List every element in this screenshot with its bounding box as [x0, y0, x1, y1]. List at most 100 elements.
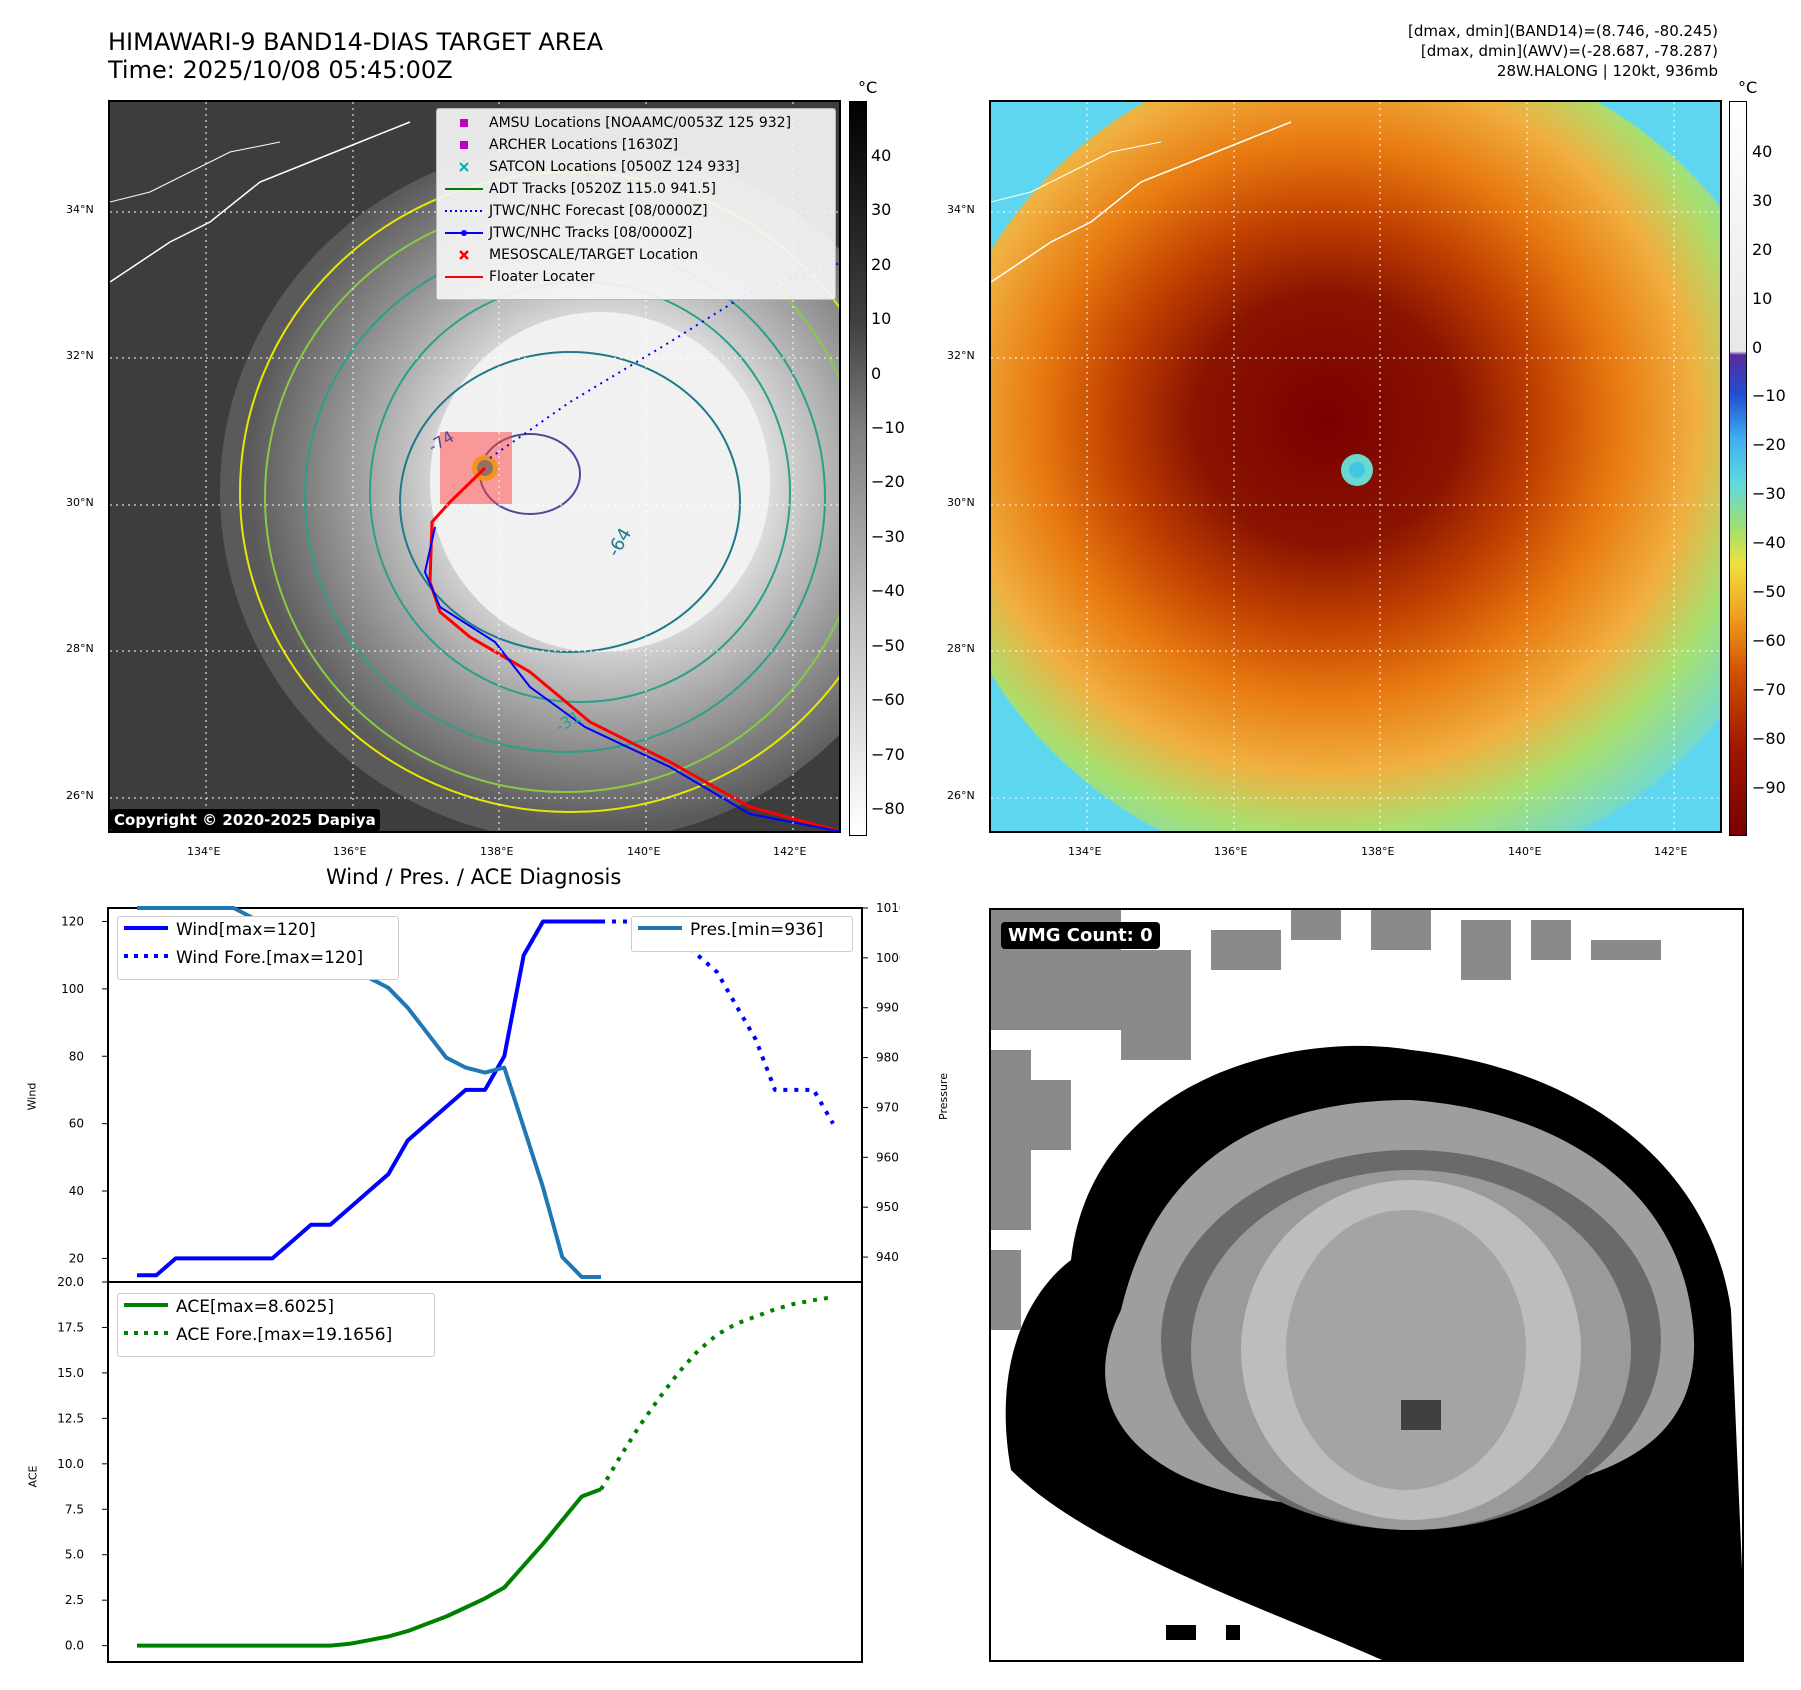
colorbar-tick: −20: [1752, 435, 1786, 454]
colorbar-tick: 10: [871, 309, 892, 328]
colorbar-tick: −30: [871, 527, 905, 546]
wind-tick-label: 40: [69, 1184, 84, 1198]
ace-plot-frame: [107, 1281, 863, 1663]
wind-tick-label: 120: [61, 914, 84, 928]
map-legend: AMSU Locations [NOAAMC/0053Z 125 932] AR…: [436, 108, 836, 300]
colorbar-tick: −10: [871, 418, 905, 437]
colorbar-tick: −30: [1752, 484, 1786, 503]
ace-tick-label: 10.0: [57, 1457, 84, 1471]
colorbar-tick: −80: [871, 799, 905, 818]
lon-label: 136°E: [333, 845, 367, 858]
wind-tick-label: 20: [69, 1251, 84, 1265]
colorbar-tick: 40: [871, 146, 892, 165]
ir-grayscale-map: -64 -31 -74 Copyright © 2020-2025 Dapiya…: [108, 100, 841, 833]
colorbar-tick: −40: [871, 581, 905, 600]
wind-axis-label: Wind: [25, 1082, 39, 1111]
lon-label: 142°E: [1654, 845, 1688, 858]
pressure-tick-label: 960: [876, 1150, 899, 1164]
ace-tick-label: 20.0: [57, 1275, 84, 1289]
wind-series-1: [601, 919, 835, 1125]
colorbar-tick: 0: [871, 364, 882, 383]
lat-label: 28°N: [66, 642, 94, 655]
legend-wind-fore: Wind Fore.[max=120]: [124, 948, 364, 968]
colorbar-tick: 20: [1752, 240, 1773, 259]
copyright-badge: Copyright © 2020-2025 Dapiya: [110, 809, 380, 831]
lon-label: 134°E: [1068, 845, 1102, 858]
colorbar-tick: −50: [1752, 582, 1786, 601]
timestamp: Time: 2025/10/08 05:45:00Z: [108, 56, 453, 84]
ir-color-map: [989, 100, 1722, 833]
legend-pressure: Pres.[min=936]: [638, 920, 824, 940]
legend-wind: Wind[max=120]: [124, 920, 316, 940]
ace-tick-label: 17.5: [57, 1320, 84, 1334]
wind-tick-label: 80: [69, 1049, 84, 1063]
ace-tick-label: 0.0: [65, 1639, 84, 1653]
colorbar-tick: −60: [871, 690, 905, 709]
ace-tick-label: 7.5: [65, 1502, 84, 1516]
colorbar-unit: °C: [1738, 78, 1758, 97]
colorbar-tick: −70: [871, 745, 905, 764]
wmg-raster: [991, 910, 1742, 1660]
lat-label: 26°N: [66, 789, 94, 802]
ace-tick-label: 2.5: [65, 1593, 84, 1607]
pressure-axis-label: Pressure: [936, 1073, 950, 1120]
lon-label: 138°E: [480, 845, 514, 858]
lon-label: 134°E: [187, 845, 221, 858]
ace-axis-label: ACE: [26, 1465, 40, 1488]
pressure-legend: Pres.[min=936]: [631, 916, 853, 952]
colorbar-tick: −90: [1752, 778, 1786, 797]
ir-color-imagery: [991, 102, 1720, 831]
ace-series-0: [137, 1487, 602, 1648]
colorbar-unit: °C: [858, 78, 878, 97]
ace-tick-label: 5.0: [65, 1548, 84, 1562]
colorbar-tick: −70: [1752, 680, 1786, 699]
lat-label: 34°N: [66, 203, 94, 216]
colorbar-tick: 20: [871, 255, 892, 274]
colorbar-tick: 10: [1752, 289, 1773, 308]
pressure-tick-label: 940: [876, 1250, 899, 1264]
lon-label: 140°E: [627, 845, 661, 858]
colorbar-tick: −10: [1752, 386, 1786, 405]
wmg-count-badge: WMG Count: 0: [1001, 922, 1160, 949]
lon-label: 136°E: [1214, 845, 1248, 858]
colorbar-tick: −40: [1752, 533, 1786, 552]
pressure-tick-label: 950: [876, 1200, 899, 1214]
colorbar-enhanced: [1729, 101, 1747, 836]
diagnosis-title: Wind / Pres. / ACE Diagnosis: [326, 865, 622, 889]
ace-series-1: [599, 1295, 834, 1491]
page-title: HIMAWARI-9 BAND14-DIAS TARGET AREA: [108, 28, 604, 56]
pressure-tick-label: 980: [876, 1051, 899, 1065]
wmg-panel: WMG Count: 0: [989, 908, 1744, 1662]
ace-tick-label: 15.0: [57, 1366, 84, 1380]
pressure-tick-label: 970: [876, 1100, 899, 1114]
diagnosis-chart: 20 40 60 80 100 120 940 950 960 970 980 990 1000 1010…: [57, 901, 900, 1663]
pressure-tick-label: 990: [876, 1001, 899, 1015]
lat-label: 30°N: [66, 496, 94, 509]
lat-label: 26°N: [947, 789, 975, 802]
ace-tick-label: 12.5: [57, 1411, 84, 1425]
lon-label: 142°E: [773, 845, 807, 858]
lon-label: 140°E: [1508, 845, 1542, 858]
lat-label: 30°N: [947, 496, 975, 509]
lat-label: 32°N: [947, 349, 975, 362]
colorbar-grayscale: [849, 101, 867, 836]
colorbar-tick: −80: [1752, 729, 1786, 748]
colorbar-tick: 30: [1752, 191, 1773, 210]
ir-grayscale-imagery: [110, 102, 839, 831]
colorbar-tick: 30: [871, 200, 892, 219]
colorbar-tick: −60: [1752, 631, 1786, 650]
wind-tick-label: 100: [61, 982, 84, 996]
lat-label: 32°N: [66, 349, 94, 362]
lon-label: 138°E: [1361, 845, 1395, 858]
wind-series-0: [137, 919, 601, 1278]
colorbar-tick: −50: [871, 636, 905, 655]
colorbar-tick: 40: [1752, 142, 1773, 161]
lat-label: 34°N: [947, 203, 975, 216]
wind-tick-label: 60: [69, 1117, 84, 1131]
info-dmax-awv: [dmax, dmin](AWV)=(-28.687, -78.287): [1420, 42, 1718, 60]
legend-ace-fore: ACE Fore.[max=19.1656]: [124, 1325, 393, 1345]
lat-label: 28°N: [947, 642, 975, 655]
pressure-tick-label: 1000: [876, 951, 900, 965]
colorbar-tick: −20: [871, 472, 905, 491]
